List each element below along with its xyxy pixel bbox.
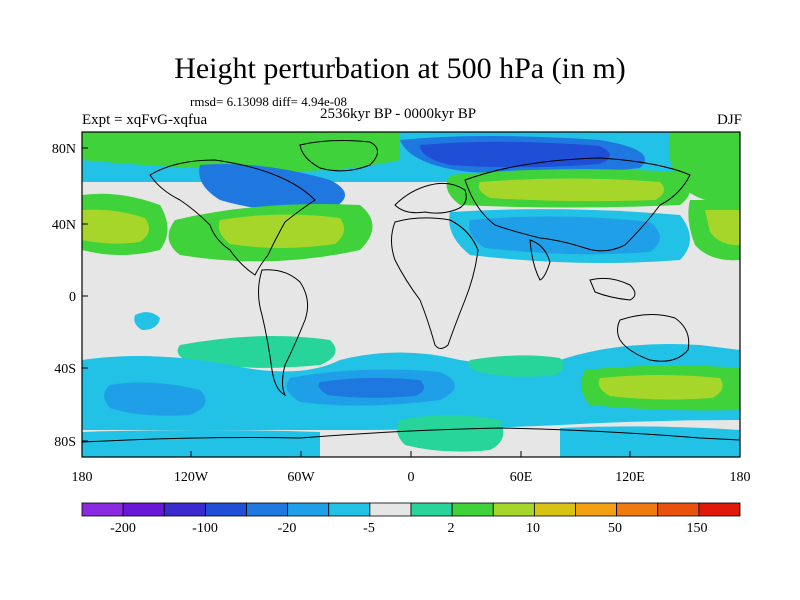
field-antarctic-blue xyxy=(82,430,320,457)
colorbar-box-9 xyxy=(451,502,494,517)
colorbar-box-0 xyxy=(81,502,124,517)
colorbar-label-2: 2 xyxy=(448,521,455,536)
field-atlantic-yellow xyxy=(218,214,344,248)
colorbar-label-10: 10 xyxy=(526,521,540,536)
colorbar-box-10 xyxy=(492,502,535,517)
coast-australia xyxy=(617,314,690,362)
lat-tick-labels: 80N 40N 0 40S 80S xyxy=(52,142,76,450)
colorbar-label-m100: -100 xyxy=(192,521,218,536)
colorbar-box-15 xyxy=(698,502,741,517)
coast-africa xyxy=(391,217,479,349)
field-antarctic-blue-right xyxy=(560,426,740,457)
colorbar-box-4 xyxy=(246,502,289,517)
field-east-yellow xyxy=(705,210,740,246)
experiment-label: Expt = xqFvG-xqfua xyxy=(82,112,208,128)
lat-tick-40s: 40S xyxy=(54,362,76,377)
field-sh-small-blue xyxy=(134,312,160,330)
colorbar-box-8 xyxy=(410,502,453,517)
colorbar-label-m5: -5 xyxy=(363,521,375,536)
field-sh-blue-1 xyxy=(104,382,206,416)
field-sh-green-mid xyxy=(468,355,564,377)
colorbar-box-6 xyxy=(328,502,371,517)
coast-south-america xyxy=(258,269,309,397)
lon-tick-labels: 180 120W 60W 0 60E 120E 180 xyxy=(72,470,751,485)
field-sh-green-band xyxy=(177,336,336,368)
field-sh-blue-3 xyxy=(318,377,424,398)
season-label: DJF xyxy=(716,112,742,128)
colorbar-box-13 xyxy=(616,502,659,517)
lon-tick-180e: 180 xyxy=(730,470,751,485)
tick-lines xyxy=(81,147,741,457)
coast-asia xyxy=(464,157,691,252)
coast-maritime xyxy=(589,277,636,301)
stats-label: rmsd= 6.13098 diff= 4.94e-08 xyxy=(190,94,348,109)
colorbar-label-150: 150 xyxy=(687,521,708,536)
coast-antarctica xyxy=(82,427,740,443)
colorbar-label-m200: -200 xyxy=(110,521,136,536)
lon-tick-180w: 180 xyxy=(72,470,93,485)
field-asia-blue xyxy=(469,216,660,255)
lat-tick-0: 0 xyxy=(69,290,76,305)
colorbar-box-1 xyxy=(122,502,165,517)
field-na-blue xyxy=(199,164,345,212)
coast-greenland xyxy=(299,140,378,172)
lon-tick-120w: 120W xyxy=(174,470,209,485)
colorbar-box-14 xyxy=(657,502,700,517)
coastlines xyxy=(82,140,740,443)
field-asia-yellow xyxy=(478,178,664,202)
lon-tick-60e: 60E xyxy=(510,470,533,485)
colorbar-box-7 xyxy=(369,502,412,517)
colorbar-box-2 xyxy=(163,502,206,517)
lat-tick-80n: 80N xyxy=(52,142,76,157)
field-antarctic-green xyxy=(396,415,504,452)
map-field xyxy=(82,132,740,457)
colorbar-box-5 xyxy=(287,502,330,517)
colorbar-box-3 xyxy=(204,502,247,517)
colorbar-box-11 xyxy=(533,502,576,517)
coast-north-america xyxy=(149,159,316,276)
field-eurasia-darkblue xyxy=(420,141,610,168)
colorbar-box-12 xyxy=(575,502,618,517)
lat-tick-80s: 80S xyxy=(54,435,76,450)
field-sh-yellow-right xyxy=(598,375,723,400)
period-label: 2536kyr BP - 0000kyr BP xyxy=(320,106,477,122)
lon-tick-60w: 60W xyxy=(287,470,315,485)
colorbar-label-m20: -20 xyxy=(278,521,297,536)
coast-india xyxy=(529,239,551,281)
field-pacific-left-yellow xyxy=(82,209,149,244)
page-title: Height perturbation at 500 hPa (in m) xyxy=(174,52,626,85)
colorbar-label-50: 50 xyxy=(608,521,622,536)
coast-europe xyxy=(394,182,467,214)
colorbar xyxy=(81,502,741,517)
lat-tick-40n: 40N xyxy=(52,218,76,233)
colorbar-labels: -200 -100 -20 -5 2 10 50 150 xyxy=(110,521,707,536)
lon-tick-0: 0 xyxy=(408,470,415,485)
lon-tick-120e: 120E xyxy=(615,470,645,485)
